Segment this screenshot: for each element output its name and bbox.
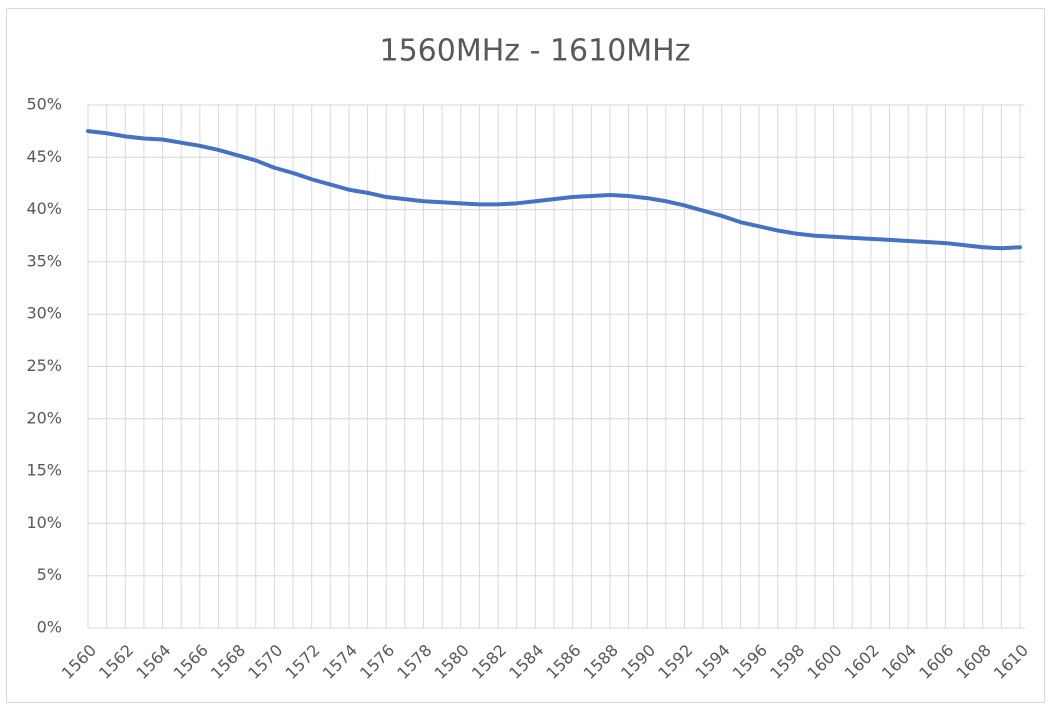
y-tick-label: 50% [26, 95, 62, 114]
y-tick-label: 10% [26, 513, 62, 532]
y-tick-label: 20% [26, 408, 62, 427]
y-tick-label: 15% [26, 461, 62, 480]
y-tick-label: 5% [37, 565, 62, 584]
chart-title: 1560MHz - 1610MHz [380, 34, 691, 69]
y-tick-label: 45% [26, 147, 62, 166]
data-line [86, 129, 1022, 251]
chart-border [6, 8, 1045, 703]
y-tick-label: 30% [26, 304, 62, 323]
y-tick-label: 0% [37, 618, 62, 637]
y-tick-label: 35% [26, 251, 62, 270]
y-tick-label: 40% [26, 199, 62, 218]
y-tick-label: 25% [26, 356, 62, 375]
